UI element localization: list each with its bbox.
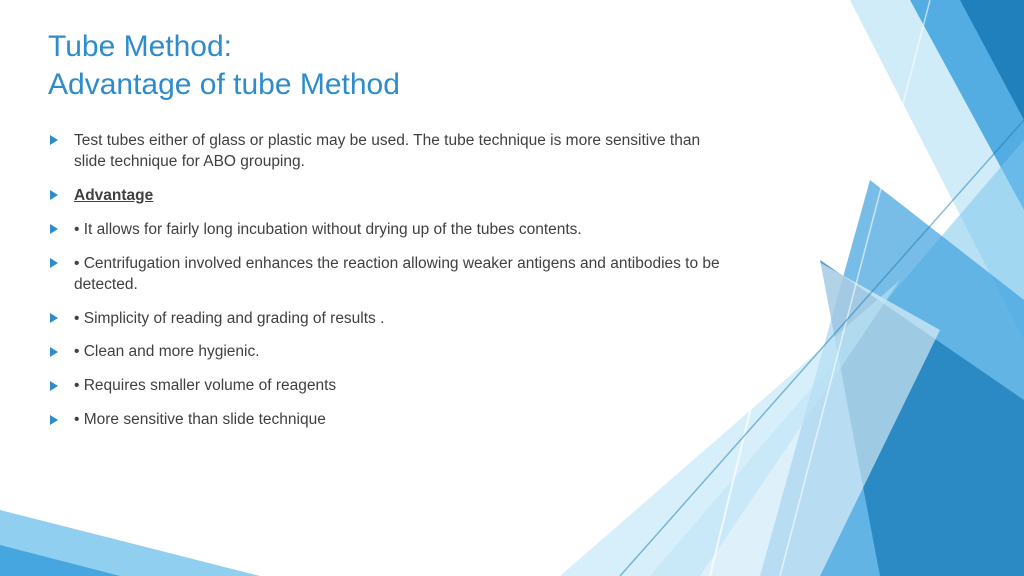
slide: Tube Method: Advantage of tube Method Te… [0, 0, 1024, 576]
bullet-list: Test tubes either of glass or plastic ma… [48, 131, 720, 431]
bullet-item: • It allows for fairly long incubation w… [48, 220, 720, 241]
bullet-item: • Requires smaller volume of reagents [48, 376, 720, 397]
title-line-2: Advantage of tube Method [48, 68, 400, 101]
bullet-item: • Clean and more hygienic. [48, 342, 720, 363]
bullet-item: • Centrifugation involved enhances the r… [48, 254, 720, 296]
bullet-item: • Simplicity of reading and grading of r… [48, 309, 720, 330]
slide-title: Tube Method: Advantage of tube Method [48, 28, 720, 103]
bullet-item: • More sensitive than slide technique [48, 410, 720, 431]
bullet-item: Advantage [48, 186, 720, 207]
title-line-1: Tube Method: [48, 30, 232, 63]
bullet-item: Test tubes either of glass or plastic ma… [48, 131, 720, 173]
content-area: Tube Method: Advantage of tube Method Te… [0, 0, 780, 431]
